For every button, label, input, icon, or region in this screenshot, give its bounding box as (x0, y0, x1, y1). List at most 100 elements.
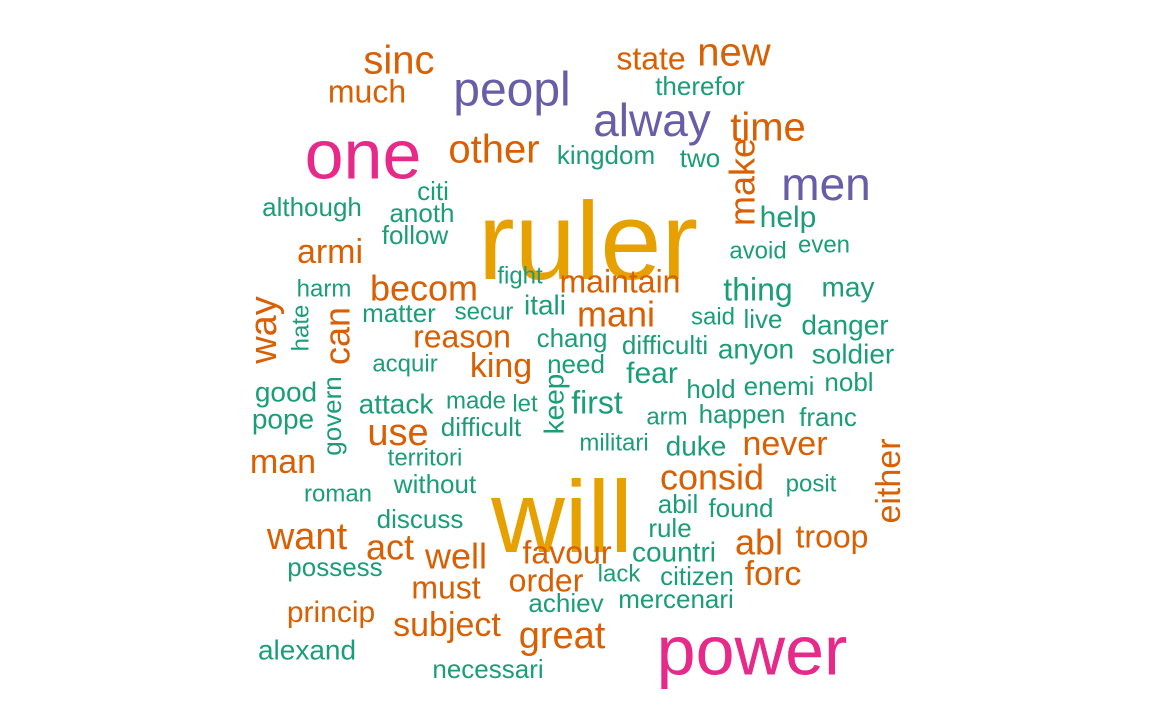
word-nobl: nobl (824, 367, 873, 397)
word-hate: hate (287, 305, 314, 352)
word-citi: citi (417, 176, 449, 206)
word-one: one (305, 115, 422, 193)
word-difficult: difficult (441, 412, 522, 442)
word-abil: abil (658, 489, 698, 519)
word-rule: rule (648, 513, 691, 543)
word-keep: keep (538, 374, 569, 435)
word-first: first (571, 384, 623, 420)
word-arm: arm (646, 403, 687, 430)
word-king: king (470, 347, 532, 385)
word-help: help (760, 201, 817, 234)
word-time: time (730, 106, 806, 150)
word-thing: thing (723, 271, 792, 307)
word-make: make (722, 138, 763, 226)
word-therefor: therefor (655, 71, 745, 101)
word-territori: territori (388, 444, 463, 471)
word-may: may (822, 271, 875, 302)
word-hold: hold (686, 374, 735, 404)
word-two: two (680, 143, 720, 173)
word-maintain: maintain (560, 263, 681, 299)
word-well: well (424, 536, 487, 577)
word-men: men (781, 158, 870, 210)
word-reason: reason (413, 318, 511, 354)
word-becom: becom (370, 268, 478, 309)
word-made: made (446, 387, 506, 414)
word-man: man (250, 443, 316, 481)
word-good: good (255, 376, 317, 407)
word-must: must (411, 569, 480, 605)
word-follow: follow (382, 220, 449, 250)
word-enemi: enemi (744, 371, 815, 401)
word-much: much (328, 73, 406, 109)
word-found: found (708, 493, 773, 523)
word-need: need (547, 349, 605, 379)
word-use: use (367, 412, 428, 454)
word-troop: troop (796, 518, 869, 554)
word-govern: govern (317, 376, 347, 456)
word-achiev: achiev (528, 588, 603, 618)
word-let: let (512, 390, 538, 417)
word-soldier: soldier (812, 338, 894, 369)
word-avoid: avoid (729, 237, 786, 264)
word-peopl: peopl (453, 64, 570, 117)
word-without: without (393, 469, 477, 499)
word-other: other (448, 128, 539, 172)
word-happen: happen (699, 399, 786, 429)
word-harm: harm (297, 275, 352, 302)
word-subject: subject (393, 606, 501, 644)
word-necessari: necessari (432, 654, 543, 684)
word-lack: lack (598, 560, 642, 587)
word-fight: fight (497, 262, 543, 289)
word-power: power (657, 611, 848, 689)
word-possess: possess (287, 552, 382, 582)
word-countri: countri (632, 536, 716, 567)
word-new: new (697, 31, 770, 75)
word-armi: armi (297, 233, 363, 271)
word-secur: secur (455, 298, 514, 325)
word-attack: attack (359, 388, 435, 419)
word-want: want (266, 516, 348, 558)
word-abl: abl (735, 522, 783, 563)
word-act: act (366, 527, 414, 568)
word-discuss: discuss (377, 504, 464, 534)
word-chang: chang (537, 323, 608, 353)
word-said: said (691, 303, 735, 330)
word-can: can (317, 307, 358, 365)
word-never: never (742, 425, 827, 463)
word-roman: roman (304, 480, 372, 507)
word-ruler: ruler (478, 180, 698, 303)
word-way: way (243, 296, 285, 365)
word-favour: favour (523, 534, 612, 570)
word-although: although (262, 192, 362, 222)
word-order: order (509, 562, 584, 598)
word-itali: itali (524, 289, 566, 320)
word-will: will (490, 460, 633, 574)
word-mercenari: mercenari (618, 584, 734, 614)
word-danger: danger (801, 309, 888, 340)
word-acquir: acquir (372, 350, 437, 377)
word-difficulti: difficulti (622, 330, 708, 360)
word-kingdom: kingdom (557, 140, 655, 170)
word-state: state (616, 40, 685, 76)
word-duke: duke (666, 430, 727, 461)
word-sinc: sinc (363, 39, 434, 83)
word-posit: posit (786, 470, 837, 497)
word-either: either (870, 438, 908, 523)
word-anoth: anoth (389, 198, 454, 228)
word-franc: franc (799, 402, 857, 432)
word-princip: princip (287, 596, 375, 629)
word-alway: alway (593, 94, 711, 146)
word-forc: forc (745, 555, 802, 593)
word-pope: pope (252, 403, 314, 434)
word-live: live (743, 304, 782, 334)
word-citizen: citizen (660, 561, 734, 591)
word-militari: militari (579, 429, 648, 456)
word-consid: consid (660, 457, 764, 498)
word-alexand: alexand (258, 634, 356, 665)
word-matter: matter (362, 298, 436, 328)
word-fear: fear (626, 357, 678, 390)
word-anyon: anyon (718, 333, 794, 364)
word-mani: mani (577, 294, 655, 335)
word-even: even (798, 231, 850, 258)
